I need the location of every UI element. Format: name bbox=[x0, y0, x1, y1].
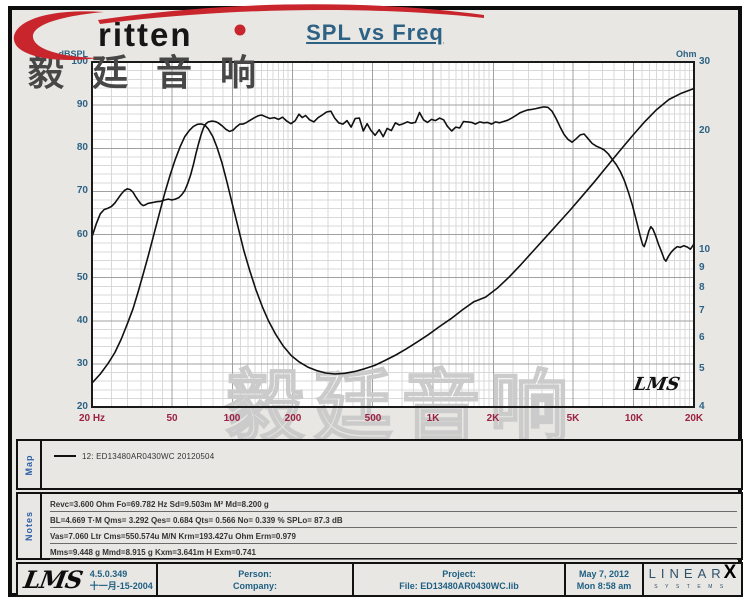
file-name: File: ED13480AR0430WC.lib bbox=[399, 580, 519, 591]
map-panel-content: 12: ED13480AR0430WC 20120504 bbox=[42, 441, 741, 488]
x-axis-tick-10000: 10K bbox=[624, 413, 644, 424]
report-time: Mon 8:58 am bbox=[576, 580, 632, 591]
right-axis-title: Ohm bbox=[676, 49, 697, 59]
right-axis-tick-4: 4 bbox=[699, 401, 705, 412]
logo-dot bbox=[234, 24, 246, 36]
left-axis-tick-70: 70 bbox=[76, 185, 88, 196]
curves bbox=[91, 87, 695, 384]
company-label: Company: bbox=[232, 580, 277, 591]
left-axis-tick-60: 60 bbox=[76, 229, 88, 240]
note-line-parameters-1: Revc=3.600 Ohm Fo=69.782 Hz Sd=9.503m M²… bbox=[50, 496, 737, 512]
right-axis-tick-9: 9 bbox=[699, 262, 705, 273]
linearx-systems-label: SYSTEMS bbox=[654, 583, 731, 590]
left-axis-title: dBSPL bbox=[58, 49, 88, 59]
notes-panel: Notes Revc=3.600 Ohm Fo=69.782 Hz Sd=9.5… bbox=[16, 492, 743, 560]
note-line-parameters-3: Vas=7.060 Ltr Cms=550.574u M/N Krm=193.4… bbox=[50, 528, 737, 544]
x-axis-tick-20: 20 Hz bbox=[78, 413, 106, 424]
x-axis-tick-50: 50 bbox=[166, 413, 178, 424]
x-axis-tick-20000: 20K bbox=[684, 413, 704, 424]
lms-logo: LMS bbox=[21, 564, 85, 594]
page-title: SPL vs Freq bbox=[306, 20, 444, 45]
right-axis-tick-20: 20 bbox=[699, 125, 711, 136]
footer-person-cell: Person: Company: bbox=[158, 564, 354, 595]
grid-lines bbox=[92, 62, 694, 407]
brand-swoosh-logo bbox=[13, 4, 484, 60]
footer-version-cell: LMS 4.5.0.349 十一月-15-2004 bbox=[18, 564, 158, 595]
note-line-parameters-4: Mms=9.448 g Mmd=8.915 g Kxm=3.641m H Exm… bbox=[50, 544, 737, 560]
left-axis-tick-80: 80 bbox=[76, 142, 88, 153]
right-axis-tick-8: 8 bbox=[699, 282, 705, 293]
notes-content: Revc=3.600 Ohm Fo=69.782 Hz Sd=9.503m M²… bbox=[42, 494, 741, 560]
swoosh-tail bbox=[98, 4, 484, 24]
notes-panel-sidebar: Notes bbox=[18, 494, 42, 558]
left-axis-tick-20: 20 bbox=[76, 401, 88, 412]
footer-datetime-cell: May 7, 2012 Mon 8:58 am bbox=[566, 564, 644, 595]
linearx-logo: LINEAR X bbox=[648, 561, 737, 583]
brand-wordmark: ritten bbox=[98, 16, 193, 53]
plot-border bbox=[91, 61, 695, 408]
notes-panel-label: Notes bbox=[24, 510, 34, 542]
left-axis-tick-90: 90 bbox=[76, 99, 88, 110]
map-panel-label: Map bbox=[24, 454, 34, 475]
right-axis-tick-30: 30 bbox=[699, 56, 711, 67]
left-axis-tick-40: 40 bbox=[76, 315, 88, 326]
swoosh-crescent bbox=[13, 11, 104, 60]
left-axis-tick-30: 30 bbox=[76, 358, 88, 369]
lms-plot-signature: LMS bbox=[632, 374, 682, 395]
spl-impedance-chart: 毅廷音响 bbox=[91, 61, 695, 454]
project-label: Project: bbox=[442, 568, 476, 579]
right-axis-tick-10: 10 bbox=[699, 244, 711, 255]
legend-row: 12: ED13480AR0430WC 20120504 bbox=[54, 450, 741, 462]
software-version: 4.5.0.349 bbox=[89, 568, 128, 579]
map-panel: Map 12: ED13480AR0430WC 20120504 bbox=[16, 439, 743, 490]
report-page: ritten SPL vs Freq 毅廷音响 毅廷音响 dBSPL Ohm 1… bbox=[8, 4, 743, 597]
right-axis-tick-6: 6 bbox=[699, 332, 705, 343]
curve-spl bbox=[91, 106, 695, 262]
left-axis-tick-50: 50 bbox=[76, 272, 88, 283]
footer-project-cell: Project: File: ED13480AR0430WC.lib bbox=[354, 564, 566, 595]
note-line-parameters-2: BL=4.669 T·M Qms= 3.292 Qes= 0.684 Qts= … bbox=[50, 512, 737, 528]
legend-text: 12: ED13480AR0430WC 20120504 bbox=[82, 451, 215, 461]
report-date: May 7, 2012 bbox=[578, 568, 630, 579]
curve-impedance bbox=[91, 87, 695, 384]
footer-bar: LMS 4.5.0.349 十一月-15-2004 Person: Compan… bbox=[16, 562, 743, 597]
software-version-date: 十一月-15-2004 bbox=[89, 580, 153, 591]
legend-line-sample bbox=[54, 455, 76, 457]
map-panel-sidebar: Map bbox=[18, 441, 42, 488]
right-axis-tick-7: 7 bbox=[699, 305, 705, 316]
footer-linearx-cell: LINEAR X SYSTEMS bbox=[644, 561, 741, 595]
person-label: Person: bbox=[238, 568, 272, 579]
right-axis-tick-5: 5 bbox=[699, 363, 705, 374]
